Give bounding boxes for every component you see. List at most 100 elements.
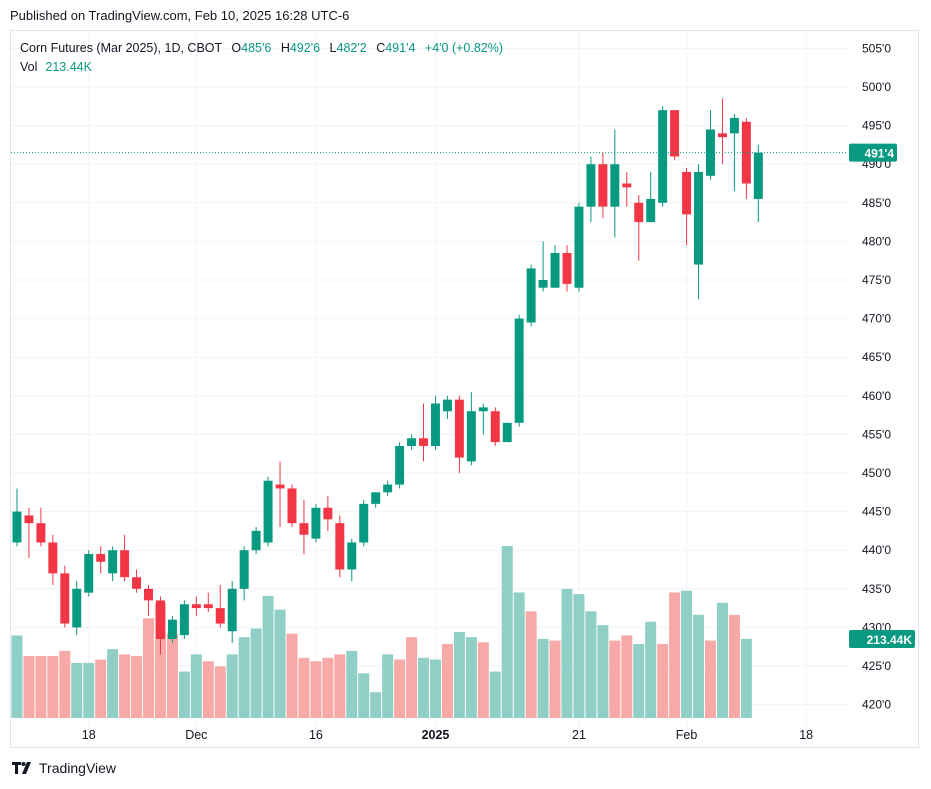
candle-body: [598, 164, 608, 207]
volume-bar: [716, 602, 728, 718]
candle-body: [622, 183, 632, 188]
y-tick-label: 495'0: [862, 119, 891, 133]
y-tick-label: 420'0: [862, 698, 891, 712]
x-tick-label: 21: [572, 728, 586, 742]
candle-body: [287, 488, 297, 524]
candle-body: [526, 268, 536, 323]
candle-body: [538, 280, 548, 288]
volume-bar: [107, 649, 119, 718]
volume-bar: [382, 654, 394, 718]
tag-layer: 491'4 213.44K: [849, 143, 915, 648]
candle-body: [36, 523, 46, 543]
volume-bar: [465, 637, 477, 718]
volume-bar: [154, 602, 166, 718]
volume-bar: [202, 661, 214, 718]
y-tick-label: 465'0: [862, 350, 891, 364]
volume-bar: [597, 625, 609, 718]
candle-body: [646, 198, 656, 223]
x-tick-label: Feb: [676, 728, 698, 742]
volume-bar: [585, 611, 597, 718]
volume-bar: [537, 638, 549, 718]
volume-bar: [358, 673, 370, 718]
candle-body: [215, 608, 225, 624]
volume-bar: [214, 666, 226, 718]
y-tick-label: 440'0: [862, 543, 891, 557]
candle-body: [275, 484, 285, 489]
volume-bar: [681, 590, 693, 718]
candle-body: [371, 492, 381, 504]
x-tick-label: 18: [82, 728, 96, 742]
y-tick-label: 435'0: [862, 582, 891, 596]
candle-body: [263, 480, 273, 543]
volume-bar: [334, 654, 346, 718]
volume-bar: [477, 642, 489, 718]
legend-high-label: H: [280, 41, 290, 55]
candle-body: [191, 604, 201, 609]
candle-body: [729, 117, 739, 134]
candle-body: [60, 573, 70, 624]
candle-body: [407, 438, 417, 446]
legend-open-label: O: [231, 41, 242, 55]
candle-body: [48, 542, 58, 574]
volume-bar: [71, 662, 83, 718]
candle-body: [167, 619, 177, 639]
legend-symbol: Corn Futures (Mar 2025), 1D, CBOT: [20, 41, 222, 55]
volume-layer: [11, 546, 752, 718]
y-tick-label: 485'0: [862, 196, 891, 210]
volume-bar: [310, 661, 322, 718]
volume-bar: [429, 659, 441, 718]
tradingview-logo-text: TradingView: [39, 760, 117, 776]
chart-legend: Corn Futures (Mar 2025), 1D, CBOT O485'6…: [20, 39, 503, 77]
candle-body: [335, 523, 345, 570]
volume-bar: [573, 594, 585, 718]
y-tick-label: 425'0: [862, 659, 891, 673]
volume-bar: [178, 671, 190, 718]
candle-body: [466, 411, 476, 462]
volume-bar: [131, 656, 143, 718]
y-tick-label: 475'0: [862, 273, 891, 287]
y-tick-label: 455'0: [862, 427, 891, 441]
candle-layer: [11, 98, 848, 655]
candle-body: [634, 202, 644, 223]
candle-body: [586, 164, 596, 207]
candle-body: [227, 588, 237, 632]
volume-bar: [645, 621, 657, 718]
candle-body: [610, 164, 620, 207]
volume-bar: [525, 611, 537, 718]
volume-tag: 213.44K: [867, 633, 913, 647]
volume-bar: [513, 592, 525, 718]
volume-bar: [83, 662, 95, 718]
volume-bar: [226, 654, 238, 718]
volume-bar: [657, 644, 669, 718]
volume-bar: [669, 592, 681, 718]
candle-body: [658, 110, 668, 203]
volume-bar: [704, 640, 716, 718]
volume-bar: [11, 635, 23, 718]
candle-body: [132, 577, 142, 589]
volume-bar: [549, 640, 561, 718]
candle-body: [155, 600, 165, 639]
candle-body: [395, 445, 405, 485]
volume-bar: [166, 633, 178, 718]
volume-tag-bg: [849, 630, 915, 648]
tradingview-logo[interactable]: TradingView: [12, 760, 116, 776]
volume-bar: [322, 657, 334, 718]
legend-volume-row: Vol 213.44K: [20, 58, 503, 77]
volume-bar: [298, 657, 310, 718]
candle-body: [179, 604, 189, 636]
candle-body: [120, 550, 130, 578]
candle-body: [550, 252, 560, 288]
candle-body: [203, 604, 213, 609]
volume-bar: [190, 654, 202, 718]
last-price-tag: 491'4: [864, 147, 894, 161]
volume-bar: [47, 656, 59, 718]
candle-body: [383, 484, 393, 493]
candle-body: [12, 511, 22, 543]
volume-bar: [238, 637, 250, 718]
volume-bar: [561, 589, 573, 718]
volume-bar: [418, 657, 430, 718]
candle-body: [430, 403, 440, 446]
volume-bar: [95, 659, 107, 718]
legend-low: 482'2: [336, 41, 367, 55]
